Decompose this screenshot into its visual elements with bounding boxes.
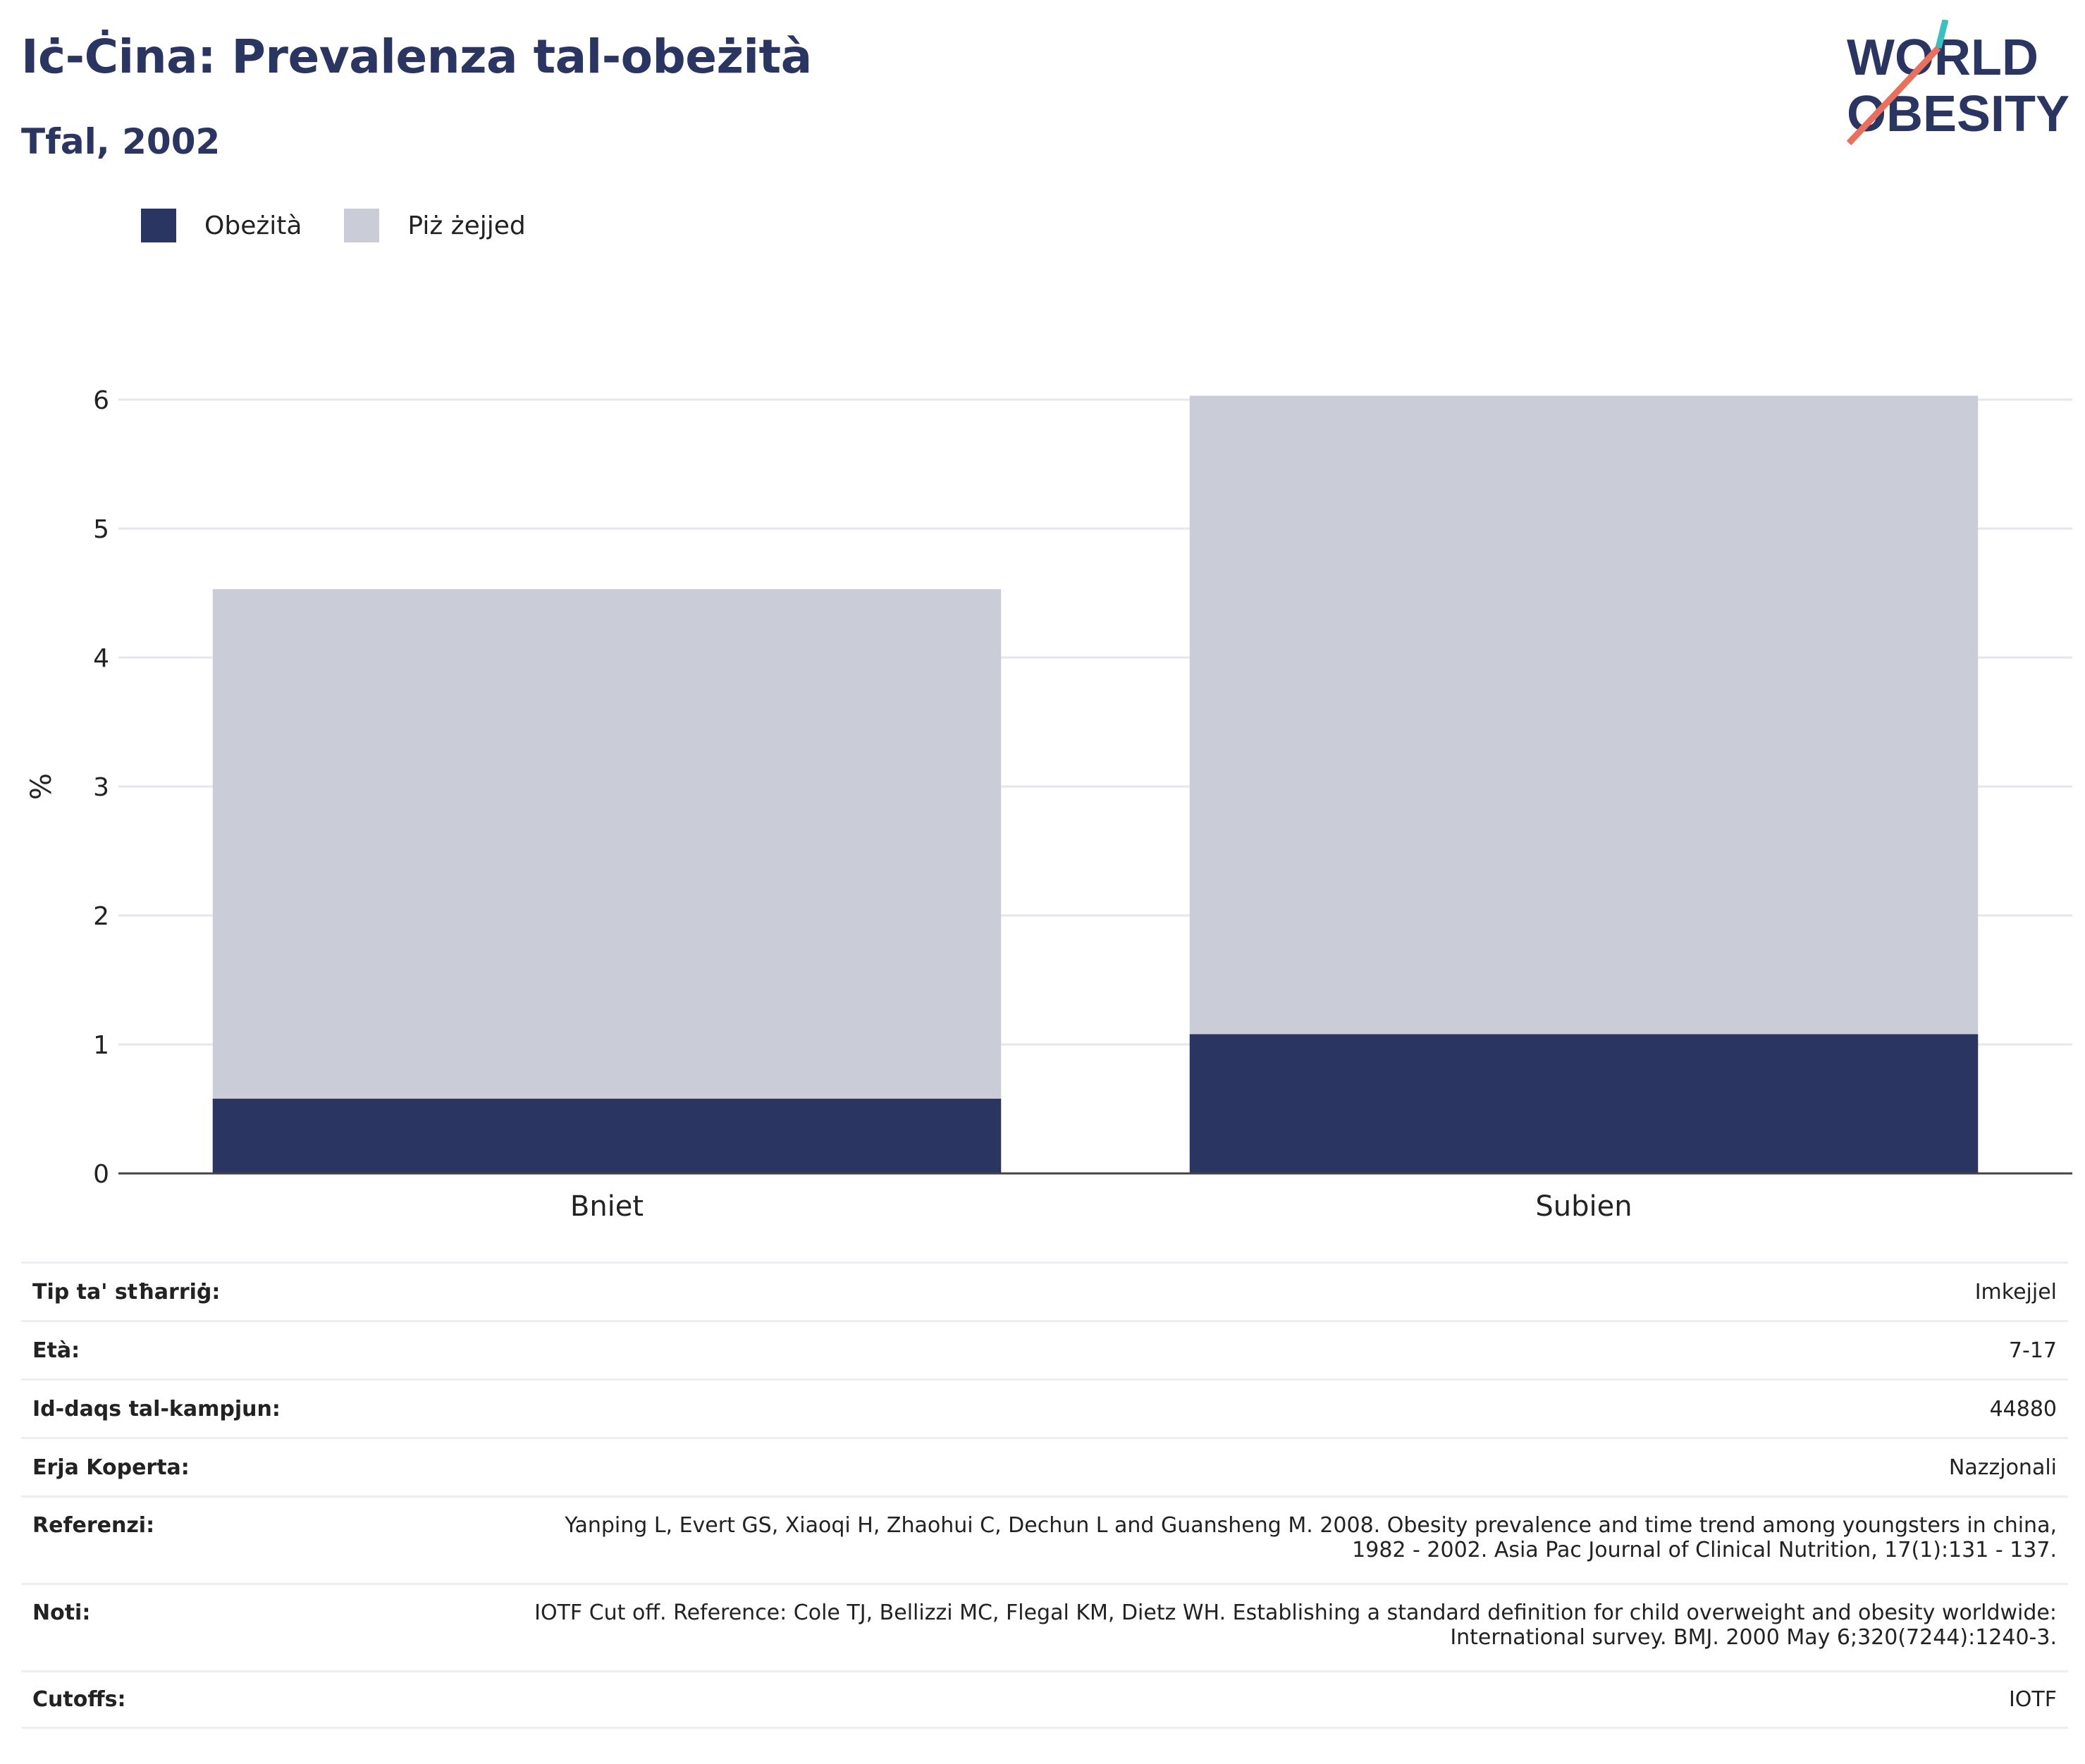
meta-value: IOTF — [2008, 1687, 2057, 1712]
bar-overweight — [1189, 395, 1979, 1035]
legend-label-overweight: Piż żejjed — [407, 211, 526, 240]
page-title: Iċ-Ċina: Prevalenza tal-obeżità — [21, 30, 812, 84]
meta-row-sample-size: Id-daqs tal-kampjun: 44880 — [21, 1378, 2068, 1437]
y-tick-label: 4 — [93, 644, 109, 673]
meta-row-references: Referenzi: Yanping L, Evert GS, Xiaoqi H… — [21, 1495, 2068, 1583]
legend-item-obese[interactable]: Obeżità — [141, 209, 302, 242]
meta-row-age: Età: 7-17 — [21, 1320, 2068, 1378]
y-tick-label: 5 — [93, 515, 109, 544]
world-obesity-logo: WORLD OBESITY — [1846, 20, 2069, 146]
y-tick-label: 1 — [93, 1031, 109, 1060]
meta-value: Nazzjonali — [1948, 1455, 2057, 1480]
legend-swatch-obese — [141, 209, 176, 242]
survey-details-table: Tip ta' stħarriġ: Imkejjel Età: 7-17 Id-… — [21, 1262, 2068, 1729]
meta-row-cutoffs: Cutoffs: IOTF — [21, 1670, 2068, 1729]
meta-label: Erja Koperta: — [32, 1455, 190, 1480]
meta-row-survey-type: Tip ta' stħarriġ: Imkejjel — [21, 1262, 2068, 1320]
meta-value: IOTF Cut off. Reference: Cole TJ, Belliz… — [534, 1600, 2057, 1650]
y-tick-label: 3 — [93, 773, 109, 802]
meta-row-area: Erja Koperta: Nazzjonali — [21, 1437, 2068, 1495]
meta-value: 44880 — [1989, 1396, 2057, 1421]
x-tick-label: Subien — [1535, 1190, 1632, 1223]
legend-swatch-overweight — [344, 209, 380, 242]
meta-value: 7-17 — [2008, 1338, 2057, 1363]
legend-label-obese: Obeżità — [204, 211, 302, 240]
meta-label: Referenzi: — [32, 1513, 155, 1538]
meta-value: Yanping L, Evert GS, Xiaoqi H, Zhaohui C… — [565, 1513, 2057, 1562]
x-tick-label: Bniet — [570, 1190, 644, 1223]
bar-overweight — [212, 589, 1002, 1099]
chart-legend: Obeżità Piż żejjed — [141, 209, 568, 242]
bar-chart: 0 1 2 3 4 5 6% Bniet Subien — [25, 386, 2072, 1223]
meta-row-notes: Noti: IOTF Cut off. Reference: Cole TJ, … — [21, 1583, 2068, 1670]
meta-label: Cutoffs: — [32, 1687, 126, 1712]
y-tick-label: 2 — [93, 902, 109, 931]
meta-label: Tip ta' stħarriġ: — [32, 1279, 221, 1305]
y-axis-label: % — [25, 773, 58, 800]
svg-text:OBESITY: OBESITY — [1847, 86, 2069, 142]
bar-obese — [212, 1098, 1002, 1173]
y-tick-label: 6 — [93, 386, 109, 415]
page-subtitle: Tfal, 2002 — [21, 121, 221, 162]
y-tick-label: 0 — [93, 1160, 109, 1189]
meta-label: Id-daqs tal-kampjun: — [32, 1396, 281, 1421]
legend-item-overweight[interactable]: Piż żejjed — [344, 209, 526, 242]
meta-label: Età: — [32, 1338, 80, 1363]
meta-label: Noti: — [32, 1600, 91, 1625]
meta-value: Imkejjel — [1974, 1279, 2057, 1305]
bar-obese — [1189, 1034, 1979, 1173]
